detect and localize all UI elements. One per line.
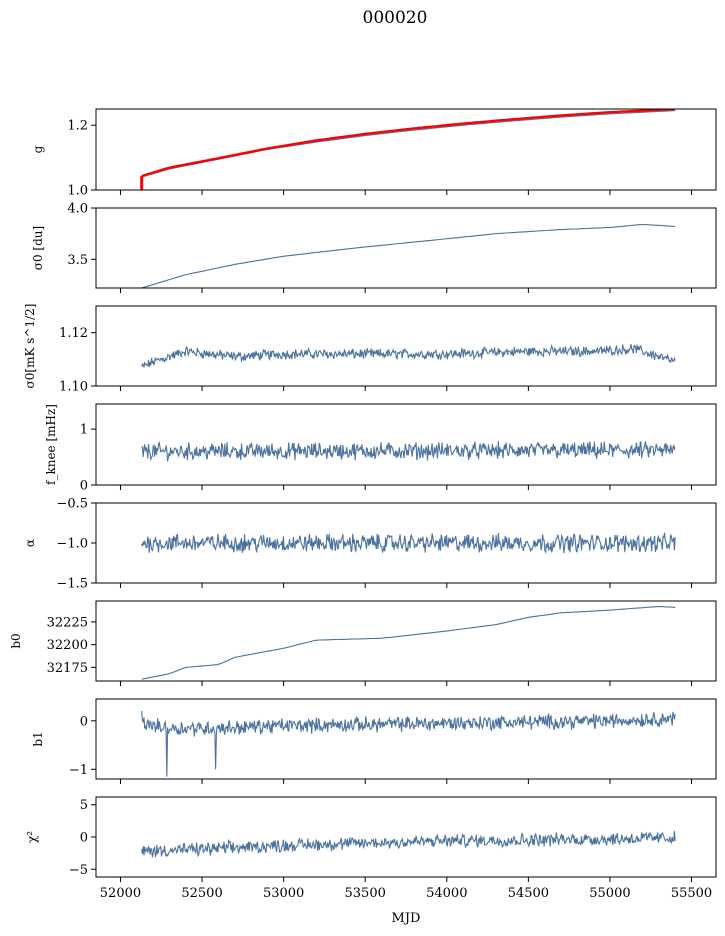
ytick-label: 4.0 — [67, 202, 88, 217]
panel-5: −1.5 −1.0 −0.5 α — [23, 497, 717, 592]
series-line-1 — [141, 830, 676, 859]
ytick-label: 0 — [80, 831, 88, 846]
y-axis-label: b0 — [9, 633, 23, 648]
series-line-1 — [141, 343, 676, 368]
ytick-label: 0 — [80, 714, 88, 729]
series-line-1 — [141, 711, 676, 777]
ytick-label: −1.0 — [56, 537, 88, 552]
panel-7: −1 0 b1 — [31, 698, 717, 784]
series-line-1 — [141, 606, 676, 680]
axes-frame — [95, 305, 717, 387]
ytick-label: 1.12 — [59, 326, 88, 341]
series-line-1 — [141, 532, 676, 554]
series-line-1 — [141, 440, 676, 462]
y-axis-label: σ0[mK s^1/2] — [23, 304, 37, 389]
ytick-label: 5 — [80, 798, 88, 813]
xtick-label: 53000 — [263, 886, 304, 901]
series-line-1 — [141, 110, 676, 178]
xtick-label: 52000 — [100, 886, 141, 901]
series-line-1 — [141, 223, 676, 288]
panel-6: 32175 32200 32225 b0 — [9, 600, 717, 686]
xtick-label: 52500 — [181, 886, 222, 901]
ytick-label: 32200 — [47, 638, 88, 653]
axes-frame — [95, 207, 717, 289]
axes-frame — [95, 796, 717, 878]
y-axis-label: σ0 [du] — [31, 226, 45, 270]
ytick-label: −0.5 — [56, 497, 88, 512]
ytick-label: 32175 — [47, 661, 88, 676]
ytick-label: 32225 — [47, 615, 88, 630]
y-axis-label: α — [23, 539, 37, 547]
figure-title: 000020 — [363, 8, 428, 28]
ytick-label: 1.10 — [59, 380, 88, 395]
ytick-label: 1.2 — [67, 119, 88, 134]
ytick-label: −1 — [69, 763, 88, 778]
ytick-label: 3.5 — [67, 253, 88, 268]
y-axis-label: g — [31, 145, 45, 153]
xtick-label: 54000 — [426, 886, 467, 901]
panel-2: 3.5 4.0 σ0 [du] — [31, 202, 717, 293]
xtick-label: 54500 — [508, 886, 549, 901]
series-line-2 — [141, 109, 676, 178]
panel-1: 1.0 1.2 g — [31, 108, 717, 199]
x-axis-label: MJD — [392, 911, 421, 926]
axes-frame — [95, 108, 717, 191]
panel-3: 1.10 1.12 σ0[mK s^1/2] — [23, 304, 717, 395]
ytick-label: 0 — [80, 479, 88, 494]
xtick-label: 55000 — [589, 886, 630, 901]
axes-frame — [95, 698, 717, 780]
ytick-label: 1 — [80, 423, 88, 438]
panel-4: 0 1 f_knee [mHz] — [44, 403, 717, 494]
y-axis-label: f_knee [mHz] — [44, 404, 58, 485]
y-axis-label: χ² — [25, 831, 39, 843]
xtick-label: 55500 — [671, 886, 712, 901]
ytick-label: 1.0 — [67, 184, 88, 199]
ytick-label: −5 — [69, 863, 88, 878]
y-axis-label: b1 — [31, 731, 45, 746]
ytick-label: −1.5 — [56, 577, 88, 592]
axes-frame — [95, 600, 717, 682]
panel-8: −5 0 5 χ² — [25, 796, 717, 882]
axes-frame — [95, 403, 717, 486]
xtick-label: 53500 — [345, 886, 386, 901]
